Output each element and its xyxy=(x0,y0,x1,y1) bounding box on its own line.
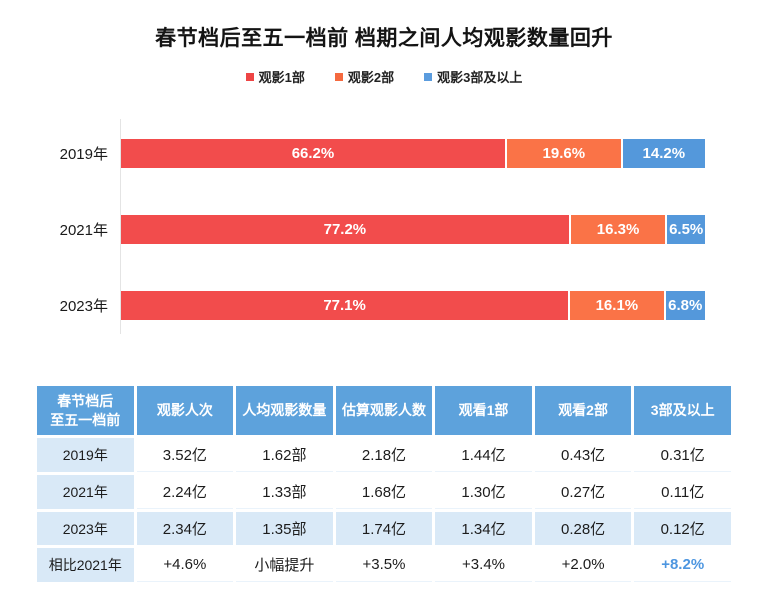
table-cell: +3.5% xyxy=(335,548,433,582)
chart-legend: 观影1部 观影2部 观影3部及以上 xyxy=(0,67,768,86)
column-header-2: 观影人次 xyxy=(136,386,234,435)
table-body: 2019年 3.52亿 1.62部 2.18亿 1.44亿 0.43亿 0.31亿 2021年… xyxy=(37,438,731,582)
legend-swatch-icon xyxy=(245,72,254,81)
table-cell: 2.24亿 xyxy=(136,475,234,509)
stacked-bar-chart: 2019年 66.2% 19.6% 14.2% 2021年 77.2% 16.3% 6.5% 2… xyxy=(0,119,768,334)
chart-title: 春节档后至五一档前 档期之间人均观影数量回升 xyxy=(155,27,613,50)
column-header-6: 观看2部 xyxy=(534,386,632,435)
table-cell: 0.12亿 xyxy=(634,512,731,545)
legend-label: 观影3部及以上 xyxy=(437,70,523,85)
table-cell: 1.30亿 xyxy=(435,475,532,509)
bar-segment-3: 6.8% xyxy=(665,291,705,320)
legend-swatch-icon xyxy=(334,72,343,81)
y-axis-line xyxy=(120,119,121,334)
legend-item-2: 观影2部 xyxy=(334,67,395,86)
table-cell: 0.27亿 xyxy=(534,475,632,509)
column-header-5: 观看1部 xyxy=(435,386,532,435)
bar-track: 66.2% 19.6% 14.2% xyxy=(121,139,705,168)
category-label: 2021年 xyxy=(59,222,108,239)
table-cell: 小幅提升 xyxy=(236,548,333,582)
category-label: 2019年 xyxy=(59,146,108,163)
column-header-3: 人均观影数量 xyxy=(236,386,333,435)
table-cell: +4.6% xyxy=(136,548,234,582)
table-header-row: 春节档后 至五一档前 观影人次 人均观影数量 估算观影人数 观看1部 观看2部 3部及以上 xyxy=(37,386,731,435)
data-table: 春节档后 至五一档前 观影人次 人均观影数量 估算观影人数 观看1部 观看2部 3部及以上 … xyxy=(34,383,734,585)
bar-track: 77.2% 16.3% 6.5% xyxy=(121,215,706,244)
legend-item-3: 观影3部及以上 xyxy=(424,67,522,86)
table-cell: 1.33部 xyxy=(236,475,333,509)
row-label-cell: 2019年 xyxy=(37,438,134,472)
bar-segment-3: 14.2% xyxy=(622,139,705,168)
legend-label: 观影2部 xyxy=(347,70,395,85)
table-cell: 1.44亿 xyxy=(435,438,532,472)
row-label-cell: 2021年 xyxy=(37,475,134,509)
table-cell: 1.35部 xyxy=(236,512,333,545)
table-cell: 2.34亿 xyxy=(136,512,234,545)
column-header-4: 估算观影人数 xyxy=(335,386,433,435)
row-label-cell: 相比2021年 xyxy=(37,548,134,582)
table-row-2019年: 2019年 3.52亿 1.62部 2.18亿 1.44亿 0.43亿 0.31亿 xyxy=(37,438,731,472)
table-header: 春节档后 至五一档前 观影人次 人均观影数量 估算观影人数 观看1部 观看2部 3部及以上 xyxy=(37,386,731,435)
table-cell: 1.74亿 xyxy=(335,512,433,545)
chart-row-2023年: 2023年 77.1% 16.1% 6.8% xyxy=(0,291,768,320)
table-cell: 0.28亿 xyxy=(534,512,632,545)
bar-track: 77.1% 16.1% 6.8% xyxy=(121,291,705,320)
chart-row-2021年: 2021年 77.2% 16.3% 6.5% xyxy=(0,215,768,244)
bar-segment-1: 77.2% xyxy=(121,215,569,244)
bar-segment-2: 16.1% xyxy=(570,291,664,320)
table-cell: 0.43亿 xyxy=(534,438,632,472)
table-row-2021年: 2021年 2.24亿 1.33部 1.68亿 1.30亿 0.27亿 0.11亿 xyxy=(37,475,731,509)
bar-segment-1: 77.1% xyxy=(121,291,569,320)
legend-item-1: 观影1部 xyxy=(245,67,305,86)
table-cell: +2.0% xyxy=(534,548,632,582)
table-cell: 1.68亿 xyxy=(335,475,433,509)
table-cell: 1.34亿 xyxy=(435,512,532,545)
bar-segment-2: 19.6% xyxy=(506,139,621,168)
table-cell: 2.18亿 xyxy=(335,438,433,472)
column-header-7: 3部及以上 xyxy=(634,386,731,435)
legend-label: 观影1部 xyxy=(258,70,305,85)
table-row-2023年: 2023年 2.34亿 1.35部 1.74亿 1.34亿 0.28亿 0.12亿 xyxy=(37,512,731,545)
row-label-cell: 2023年 xyxy=(37,512,134,545)
chart-row-2019年: 2019年 66.2% 19.6% 14.2% xyxy=(0,139,768,168)
table-cell: 0.11亿 xyxy=(634,475,731,509)
table-cell: 3.52亿 xyxy=(136,438,234,472)
table-row-相比2021年: 相比2021年 +4.6% 小幅提升 +3.5% +3.4% +2.0% +8.2% xyxy=(37,548,731,582)
bar-segment-3: 6.5% xyxy=(667,215,706,244)
table-cell: +8.2% xyxy=(634,548,731,582)
category-label: 2023年 xyxy=(59,298,108,315)
legend-swatch-icon xyxy=(424,72,433,81)
table-cell: 1.62部 xyxy=(236,438,333,472)
bar-segment-2: 16.3% xyxy=(570,215,666,244)
table-cell: 0.31亿 xyxy=(634,438,731,472)
bar-segment-1: 66.2% xyxy=(121,139,505,168)
column-header-1: 春节档后 至五一档前 xyxy=(37,386,134,435)
table-cell: +3.4% xyxy=(435,548,532,582)
